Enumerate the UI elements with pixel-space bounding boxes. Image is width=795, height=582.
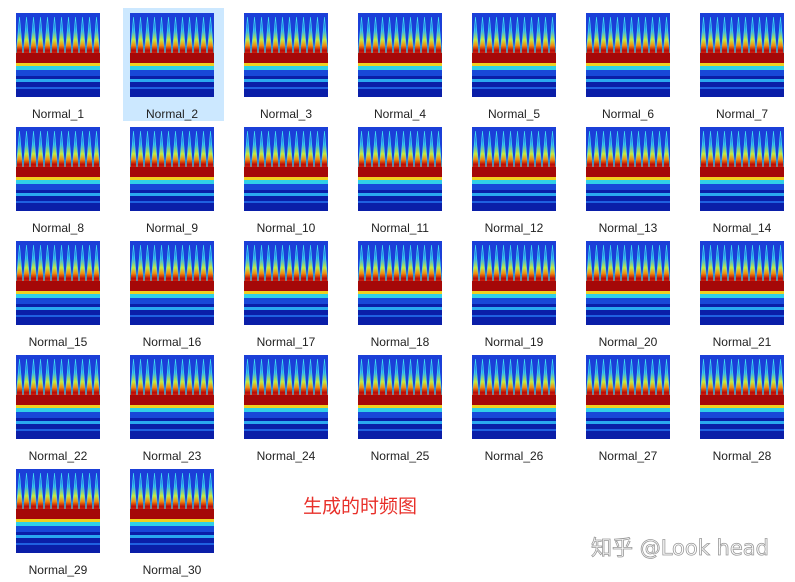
file-item[interactable]: Normal_4: [358, 13, 442, 121]
thumbnail: [358, 13, 442, 97]
watermark: 知乎 @Look head: [591, 536, 769, 560]
annotation: 生成的时频图: [303, 496, 417, 518]
file-name: Normal_10: [257, 221, 316, 235]
file-name: Normal_21: [713, 335, 772, 349]
thumbnail: [700, 127, 784, 211]
file-name: Normal_4: [374, 107, 426, 121]
file-item[interactable]: Normal_30: [130, 469, 214, 577]
thumbnail: [244, 355, 328, 439]
thumbnail: [244, 241, 328, 325]
file-name: Normal_22: [29, 449, 88, 463]
file-name: Normal_3: [260, 107, 312, 121]
file-item[interactable]: Normal_19: [472, 241, 556, 349]
thumbnail: [700, 355, 784, 439]
thumbnail: [130, 355, 214, 439]
file-name: Normal_8: [32, 221, 84, 235]
file-name: Normal_15: [29, 335, 88, 349]
file-item[interactable]: Normal_28: [700, 355, 784, 463]
file-item[interactable]: Normal_20: [586, 241, 670, 349]
file-item[interactable]: Normal_22: [16, 355, 100, 463]
file-item[interactable]: Normal_29: [16, 469, 100, 577]
file-item[interactable]: Normal_9: [130, 127, 214, 235]
thumbnail: [358, 127, 442, 211]
thumbnail: [130, 469, 214, 553]
file-name: Normal_12: [485, 221, 544, 235]
file-name: Normal_19: [485, 335, 544, 349]
file-name: Normal_11: [371, 221, 429, 235]
thumbnail: [16, 469, 100, 553]
file-name: Normal_25: [371, 449, 430, 463]
thumbnail: [358, 241, 442, 325]
thumbnail: [358, 355, 442, 439]
file-name: Normal_26: [485, 449, 544, 463]
file-name: Normal_13: [599, 221, 658, 235]
file-item[interactable]: Normal_1: [16, 13, 100, 121]
thumbnail: [472, 127, 556, 211]
file-item[interactable]: Normal_26: [472, 355, 556, 463]
thumbnail: [472, 355, 556, 439]
thumbnail: [586, 241, 670, 325]
file-name: Normal_20: [599, 335, 658, 349]
thumbnail: [130, 13, 214, 97]
file-item[interactable]: Normal_6: [586, 13, 670, 121]
file-name: Normal_27: [599, 449, 658, 463]
file-name: Normal_6: [602, 107, 654, 121]
thumbnail: [16, 127, 100, 211]
file-item[interactable]: Normal_12: [472, 127, 556, 235]
thumbnail: [244, 127, 328, 211]
thumbnail: [700, 241, 784, 325]
file-name: Normal_23: [143, 449, 202, 463]
file-item[interactable]: Normal_24: [244, 355, 328, 463]
file-item[interactable]: Normal_13: [586, 127, 670, 235]
thumbnail: [244, 13, 328, 97]
thumbnail: [130, 127, 214, 211]
thumbnail: [586, 127, 670, 211]
file-item[interactable]: Normal_17: [244, 241, 328, 349]
file-item[interactable]: Normal_2: [130, 13, 214, 121]
thumbnail: [472, 241, 556, 325]
file-item[interactable]: Normal_11: [358, 127, 442, 235]
file-item[interactable]: Normal_7: [700, 13, 784, 121]
file-name: Normal_1: [32, 107, 84, 121]
file-item[interactable]: Normal_5: [472, 13, 556, 121]
file-name: Normal_14: [713, 221, 772, 235]
file-item[interactable]: Normal_16: [130, 241, 214, 349]
thumbnail: [586, 13, 670, 97]
file-name: Normal_7: [716, 107, 768, 121]
thumbnail: [472, 13, 556, 97]
file-name: Normal_24: [257, 449, 316, 463]
file-item[interactable]: Normal_8: [16, 127, 100, 235]
file-name: Normal_30: [143, 563, 202, 577]
file-item[interactable]: Normal_21: [700, 241, 784, 349]
file-name: Normal_16: [143, 335, 202, 349]
file-item[interactable]: Normal_3: [244, 13, 328, 121]
thumbnail: [586, 355, 670, 439]
file-item[interactable]: Normal_18: [358, 241, 442, 349]
file-name: Normal_5: [488, 107, 540, 121]
file-item[interactable]: Normal_23: [130, 355, 214, 463]
file-item[interactable]: Normal_27: [586, 355, 670, 463]
file-name: Normal_29: [29, 563, 88, 577]
thumbnail: [16, 13, 100, 97]
file-name: Normal_17: [257, 335, 316, 349]
file-name: Normal_18: [371, 335, 430, 349]
thumbnail: [700, 13, 784, 97]
thumbnail: [16, 355, 100, 439]
file-name: Normal_9: [146, 221, 198, 235]
file-item[interactable]: Normal_15: [16, 241, 100, 349]
file-item[interactable]: Normal_10: [244, 127, 328, 235]
thumbnail: [130, 241, 214, 325]
file-item[interactable]: Normal_25: [358, 355, 442, 463]
file-name: Normal_2: [146, 107, 198, 121]
file-item[interactable]: Normal_14: [700, 127, 784, 235]
file-name: Normal_28: [713, 449, 772, 463]
thumbnail: [16, 241, 100, 325]
